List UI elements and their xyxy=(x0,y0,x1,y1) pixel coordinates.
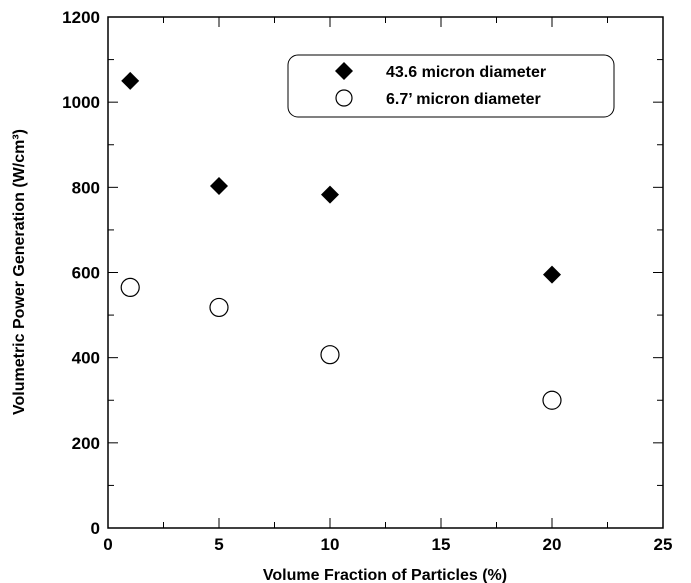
y-tick-label: 1000 xyxy=(62,93,100,112)
x-axis-title: Volume Fraction of Particles (%) xyxy=(263,567,507,583)
data-point-diamond xyxy=(321,185,339,204)
y-tick-label: 800 xyxy=(72,178,100,197)
y-tick-label: 1200 xyxy=(62,8,100,27)
x-tick-label: 5 xyxy=(214,535,223,554)
y-tick-label: 600 xyxy=(72,264,100,283)
legend-marker-diamond xyxy=(335,62,353,80)
data-point-diamond xyxy=(543,265,561,284)
ticks: 0 5 10 15 20 25 0 200 400 600 800 1000 1200 xyxy=(62,8,672,554)
y-tick-label: 200 xyxy=(72,434,100,453)
data-point-diamond xyxy=(121,71,140,90)
y-tick-label: 0 xyxy=(91,519,100,538)
legend-box xyxy=(287,54,615,118)
data-point-circle xyxy=(209,297,229,318)
x-tick-label: 25 xyxy=(654,535,673,554)
data-point-circle xyxy=(542,390,562,410)
x-tick-label: 15 xyxy=(432,535,451,554)
legend-label-series-1: 43.6 micron diameter xyxy=(386,64,546,81)
x-tick-label: 10 xyxy=(321,535,340,554)
x-tick-label: 0 xyxy=(103,535,112,554)
data-points xyxy=(120,71,562,410)
data-point-circle xyxy=(120,277,140,298)
data-point-circle xyxy=(320,345,340,365)
y-axis-title: Volumetric Power Generation (W/cm³) xyxy=(11,129,28,415)
x-tick-label: 20 xyxy=(543,535,562,554)
legend-marker-circle xyxy=(335,89,353,107)
legend: 43.6 micron diameter 6.7’ micron diamete… xyxy=(287,54,615,118)
data-point-diamond xyxy=(210,177,228,196)
y-tick-label: 400 xyxy=(72,349,100,368)
legend-label-series-2: 6.7’ micron diameter xyxy=(386,91,541,108)
